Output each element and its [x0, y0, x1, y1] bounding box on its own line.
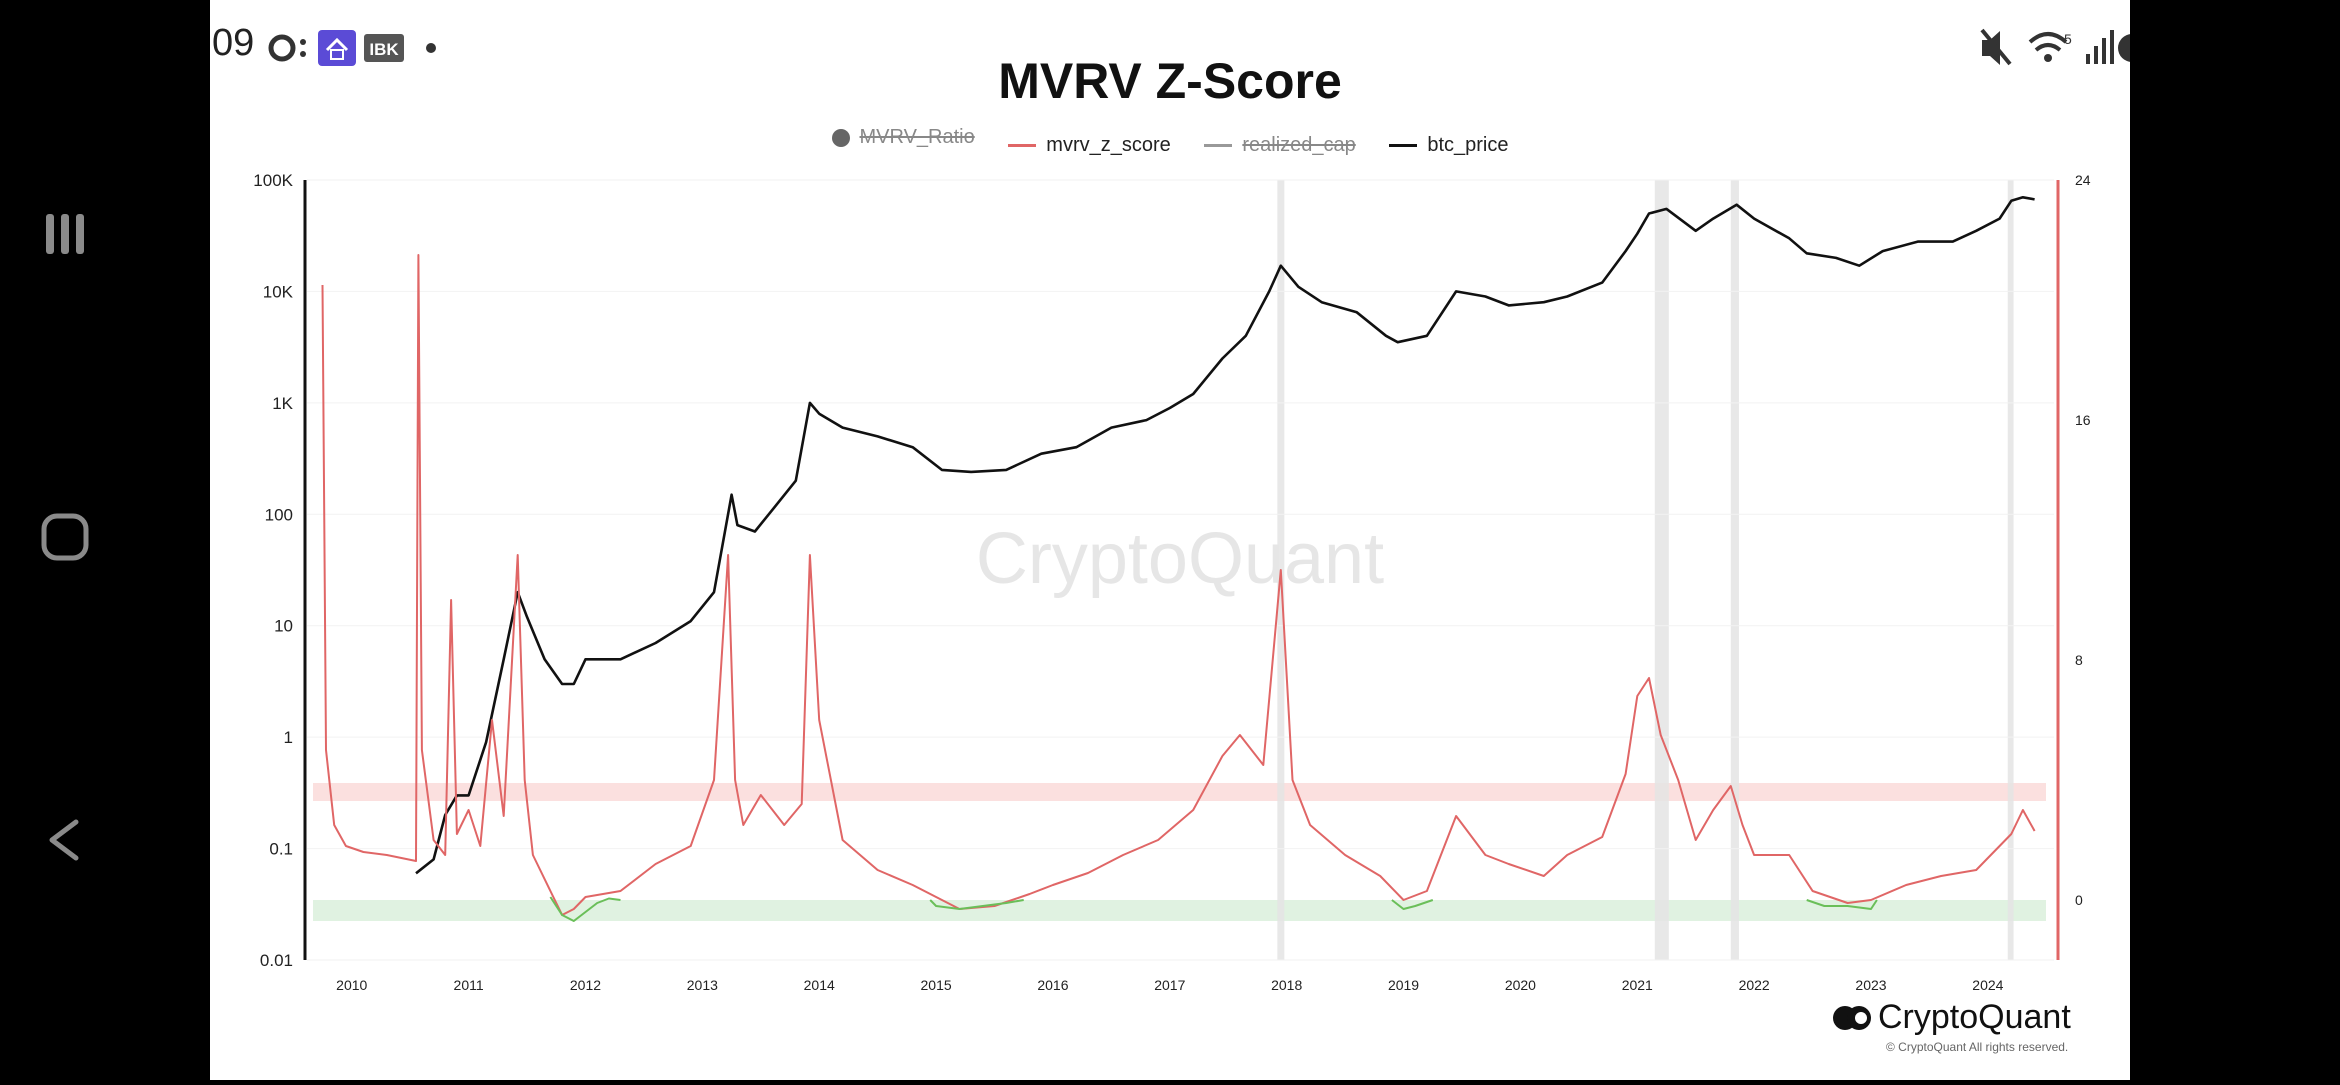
legend-label: mvrv_z_score — [1046, 133, 1171, 156]
x-tick-label: 2016 — [1037, 977, 1068, 993]
overvalued-band — [313, 783, 2046, 801]
x-tick-label: 2019 — [1388, 977, 1419, 993]
series-line-btc_price — [415, 196, 2035, 875]
x-tick-label: 2024 — [1972, 977, 2003, 993]
x-tick-label: 2012 — [570, 977, 601, 993]
y-right-tick-label: 24 — [2075, 172, 2091, 188]
highlight-period — [1654, 180, 1669, 960]
series-line-mvrv_z_score_low — [549, 896, 621, 922]
legend-mvrv-ratio[interactable]: MVRV_Ratio — [831, 126, 975, 149]
undervalued-band — [313, 900, 2046, 921]
y-right-tick-label: 16 — [2075, 412, 2091, 428]
signal-icon — [2086, 30, 2114, 64]
chart-title: MVRV Z-Score — [998, 53, 1342, 109]
y-left-tick-label: 1K — [272, 394, 293, 413]
x-tick-label: 2014 — [804, 977, 835, 993]
status-icons: IBK 5 — [268, 28, 2130, 66]
legend-label: btc_price — [1427, 133, 1509, 156]
y-left-tick-label: 0.1 — [269, 840, 293, 859]
svg-text:5: 5 — [2064, 31, 2072, 47]
series-line-mvrv_z_score_low — [1806, 899, 1878, 910]
chart-plot: CryptoQuant 100K 10K 1K 100 10 1 0.1 0.01 24 16 8 0… — [253, 171, 2091, 993]
legend-realized-cap[interactable]: realized_cap — [1204, 133, 1356, 157]
x-tick-label: 2013 — [687, 977, 718, 993]
app-home-icon — [318, 30, 356, 66]
series-line-mvrv_z_score — [321, 254, 2036, 916]
x-tick-label: 2018 — [1271, 977, 1302, 993]
highlight-period — [1730, 180, 1739, 960]
highlight-period — [2007, 180, 2014, 960]
x-tick-label: 2017 — [1154, 977, 1185, 993]
copyright-text: © CryptoQuant All rights reserved. — [1886, 1040, 2069, 1054]
recent-apps-icon[interactable] — [46, 214, 84, 254]
legend-line-icon — [1008, 143, 1037, 147]
system-nav-bar — [0, 0, 210, 1080]
y-left-tick-label: 1 — [284, 728, 293, 747]
y-left-tick-label: 100K — [253, 171, 293, 190]
cryptoquant-logo-icon — [1833, 1005, 1871, 1030]
mute-icon — [1980, 28, 2012, 66]
ibk-badge-text: IBK — [369, 40, 399, 59]
y-left-tick-label: 10 — [274, 617, 293, 636]
x-tick-label: 2011 — [454, 977, 484, 993]
x-tick-label: 2010 — [336, 977, 367, 993]
battery-icon — [2118, 34, 2130, 62]
footer-brand: CryptoQuant — [1878, 998, 2071, 1036]
legend-line-icon — [1389, 143, 1418, 147]
cryptoquant-logo: CryptoQuant — [1832, 998, 2071, 1037]
x-tick-label: 2022 — [1739, 977, 1770, 993]
status-time: 09 — [212, 22, 255, 64]
notification-dot — [426, 43, 436, 53]
y-left-tick-label: 0.01 — [260, 951, 293, 970]
watermark-text: CryptoQuant — [976, 519, 1384, 599]
legend-btc-price[interactable]: btc_price — [1389, 134, 1508, 157]
status-bar: 09 IBK 5 — [210, 0, 2130, 96]
x-tick-label: 2021 — [1622, 977, 1653, 993]
chart-screen: 09 IBK 5 — [210, 0, 2130, 1080]
x-tick-label: 2015 — [921, 977, 952, 993]
series-line-mvrv_z_score_low — [929, 899, 1024, 910]
y-right-tick-label: 0 — [2075, 892, 2083, 908]
series-line-mvrv_z_score_low — [1391, 899, 1434, 910]
wifi-icon: 5 — [2028, 31, 2072, 62]
home-icon[interactable] — [41, 513, 89, 561]
y-left-tick-label: 100 — [265, 505, 293, 524]
ibk-app-icon: IBK — [364, 34, 404, 62]
legend-mvrv-z-score[interactable]: mvrv_z_score — [1008, 133, 1171, 157]
system-nav-icons — [41, 214, 89, 861]
x-tick-label: 2020 — [1505, 977, 1536, 993]
back-icon[interactable] — [49, 819, 79, 861]
y-left-tick-label: 10K — [263, 282, 294, 301]
legend-label: MVRV_Ratio — [859, 126, 975, 148]
x-tick-label: 2023 — [1855, 977, 1886, 993]
legend-label: realized_cap — [1242, 133, 1356, 156]
settings-status-icon — [268, 34, 306, 62]
right-margin — [2130, 0, 2340, 1080]
y-right-tick-label: 8 — [2075, 652, 2083, 668]
legend-line-icon — [1204, 143, 1233, 147]
chart-legend: MVRV_Ratio mvrv_z_score realized_cap btc… — [210, 126, 2130, 157]
legend-dot-icon — [831, 128, 850, 147]
